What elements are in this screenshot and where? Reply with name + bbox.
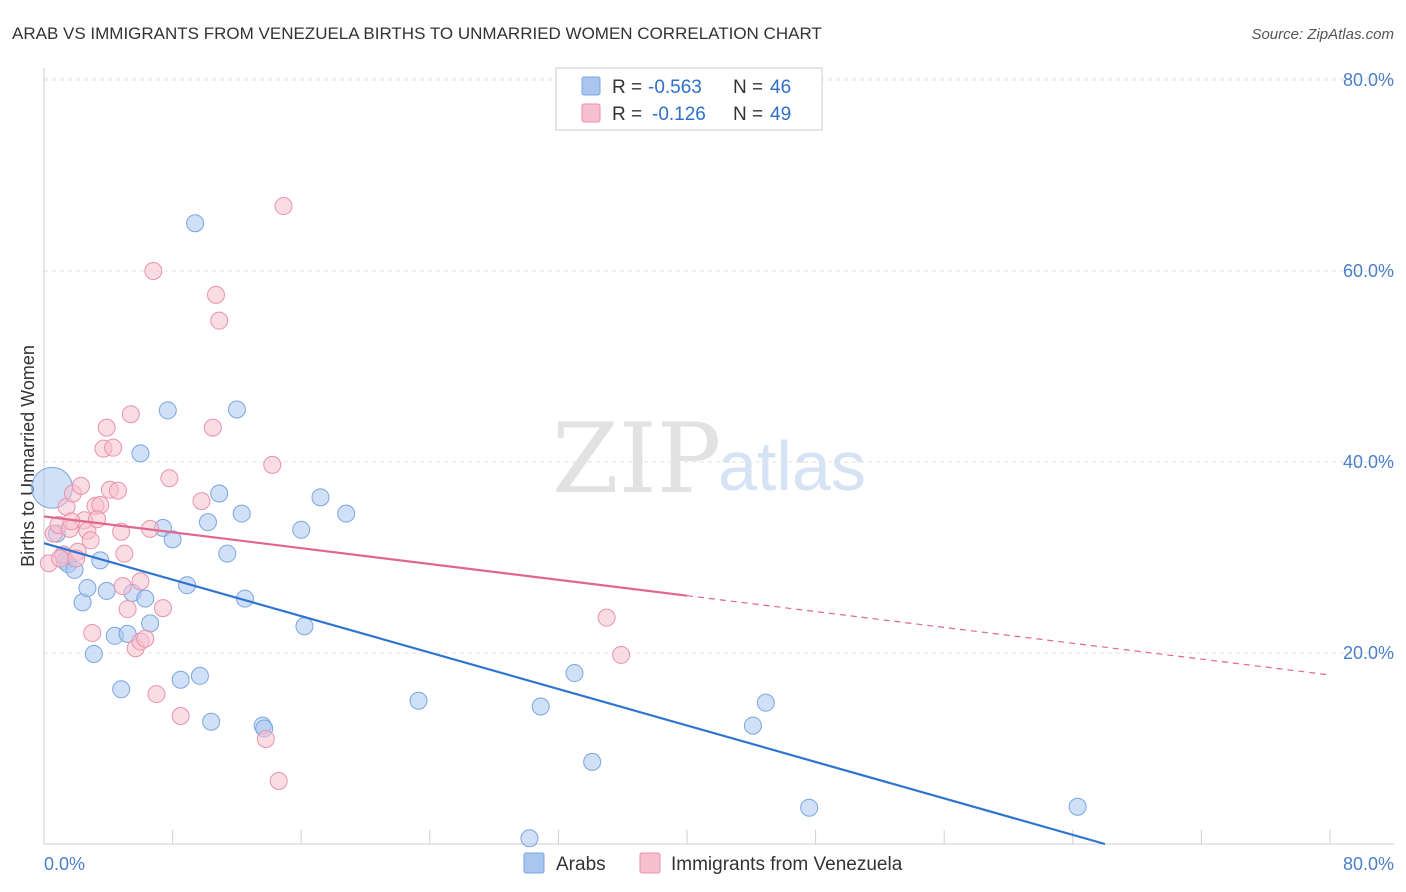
point-arabs-38 <box>409 691 428 710</box>
scatter-points <box>31 197 1087 848</box>
point-arabs-17 <box>141 614 160 633</box>
point-arabs-39 <box>520 829 539 848</box>
point-venezuela-37 <box>256 729 275 748</box>
point-arabs-12 <box>112 680 131 699</box>
point-venezuela-47 <box>612 645 631 664</box>
y-tick-label-20: 20.0% <box>1343 643 1394 663</box>
point-venezuela-16 <box>97 418 116 437</box>
point-venezuela-39 <box>269 771 288 790</box>
point-arabs-7 <box>78 579 97 598</box>
point-venezuela-40 <box>274 197 293 216</box>
point-venezuela-48 <box>88 510 107 529</box>
point-venezuela-23 <box>121 405 140 424</box>
point-arabs-35 <box>292 520 311 539</box>
point-arabs-42 <box>583 752 602 771</box>
watermark-atlas: atlas <box>718 427 866 505</box>
point-venezuela-19 <box>108 481 127 500</box>
trend-line-extension-venezuela <box>686 595 1331 676</box>
point-arabs-27 <box>210 484 229 503</box>
point-arabs-28 <box>218 544 237 563</box>
legend-n-label-venezuela: N = <box>733 104 763 125</box>
watermark-zip: ZIP <box>552 403 721 515</box>
point-arabs-23 <box>186 214 205 233</box>
point-venezuela-26 <box>136 629 155 648</box>
point-arabs-45 <box>800 798 819 817</box>
point-venezuela-22 <box>118 600 137 619</box>
legend-n-label-arabs: N = <box>733 77 763 98</box>
gridlines <box>44 77 1394 654</box>
point-venezuela-35 <box>207 285 226 304</box>
point-venezuela-30 <box>153 599 172 618</box>
point-arabs-46 <box>1068 797 1087 816</box>
trend-line-arabs <box>43 542 1106 846</box>
point-venezuela-34 <box>203 418 222 437</box>
legend-r-label-venezuela: R = <box>612 104 642 125</box>
point-arabs-44 <box>756 693 775 712</box>
chart-title: ARAB VS IMMIGRANTS FROM VENEZUELA BIRTHS… <box>12 24 822 43</box>
point-arabs-10 <box>97 581 116 600</box>
watermark: ZIP atlas <box>552 403 866 515</box>
legend-r-value-arabs: -0.563 <box>648 77 702 98</box>
point-arabs-24 <box>190 666 209 685</box>
point-arabs-36 <box>311 488 330 507</box>
series-legend-swatch-venezuela <box>639 852 661 874</box>
point-venezuela-12 <box>83 623 102 642</box>
point-arabs-43 <box>743 716 762 735</box>
stats-legend: R = -0.563 N = 46 R = -0.126 N = 49 <box>555 67 823 131</box>
trend-line-venezuela <box>43 515 688 597</box>
point-venezuela-46 <box>597 608 616 627</box>
point-arabs-41 <box>565 664 584 683</box>
x-axis-ticks <box>172 830 1331 844</box>
point-arabs-15 <box>131 444 150 463</box>
legend-r-value-venezuela: -0.126 <box>652 104 706 125</box>
x-tick-label-right: 80.0% <box>1343 854 1394 874</box>
point-venezuela-42 <box>113 577 132 596</box>
series-legend: Arabs Immigrants from Venezuela <box>523 852 903 875</box>
point-venezuela-41 <box>131 572 150 591</box>
point-arabs-16 <box>136 589 155 608</box>
x-tick-label-left: 0.0% <box>44 854 85 874</box>
point-arabs-34 <box>295 617 314 636</box>
y-tick-label-60: 60.0% <box>1343 261 1394 281</box>
legend-n-value-venezuela: 49 <box>770 104 791 125</box>
series-legend-swatch-arabs <box>523 852 545 874</box>
y-axis-label: Births to Unmarried Women <box>18 345 38 567</box>
point-venezuela-29 <box>147 685 166 704</box>
point-arabs-19 <box>158 401 177 420</box>
point-venezuela-36 <box>210 311 229 330</box>
point-venezuela-33 <box>192 492 211 511</box>
point-arabs-25 <box>198 513 217 532</box>
point-arabs-20 <box>163 530 182 549</box>
point-venezuela-38 <box>263 455 282 474</box>
point-venezuela-43 <box>51 549 70 568</box>
point-arabs-8 <box>84 644 103 663</box>
point-venezuela-8 <box>71 476 90 495</box>
series-legend-label-arabs: Arabs <box>556 854 606 875</box>
legend-r-label-arabs: R = <box>612 77 642 98</box>
chart-source: Source: ZipAtlas.com <box>1251 26 1394 43</box>
point-arabs-29 <box>227 400 246 419</box>
y-tick-label-80: 80.0% <box>1343 70 1394 90</box>
point-arabs-21 <box>171 670 190 689</box>
legend-swatch-venezuela <box>581 103 601 123</box>
point-arabs-30 <box>232 504 251 523</box>
trend-lines <box>43 515 1331 846</box>
point-venezuela-11 <box>81 531 100 550</box>
point-arabs-40 <box>531 697 550 716</box>
legend-swatch-arabs <box>581 76 601 96</box>
point-venezuela-21 <box>115 544 134 563</box>
y-tick-labels: 20.0% 40.0% 60.0% 80.0% <box>1343 70 1394 663</box>
point-arabs-9 <box>91 551 110 570</box>
point-venezuela-31 <box>160 469 179 488</box>
point-arabs-37 <box>337 504 356 523</box>
y-tick-label-40: 40.0% <box>1343 452 1394 472</box>
series-legend-label-venezuela: Immigrants from Venezuela <box>671 854 903 875</box>
point-venezuela-28 <box>144 262 163 280</box>
legend-n-value-arabs: 46 <box>770 77 791 98</box>
point-venezuela-18 <box>104 438 123 457</box>
point-venezuela-32 <box>171 707 190 726</box>
point-arabs-26 <box>202 712 221 731</box>
